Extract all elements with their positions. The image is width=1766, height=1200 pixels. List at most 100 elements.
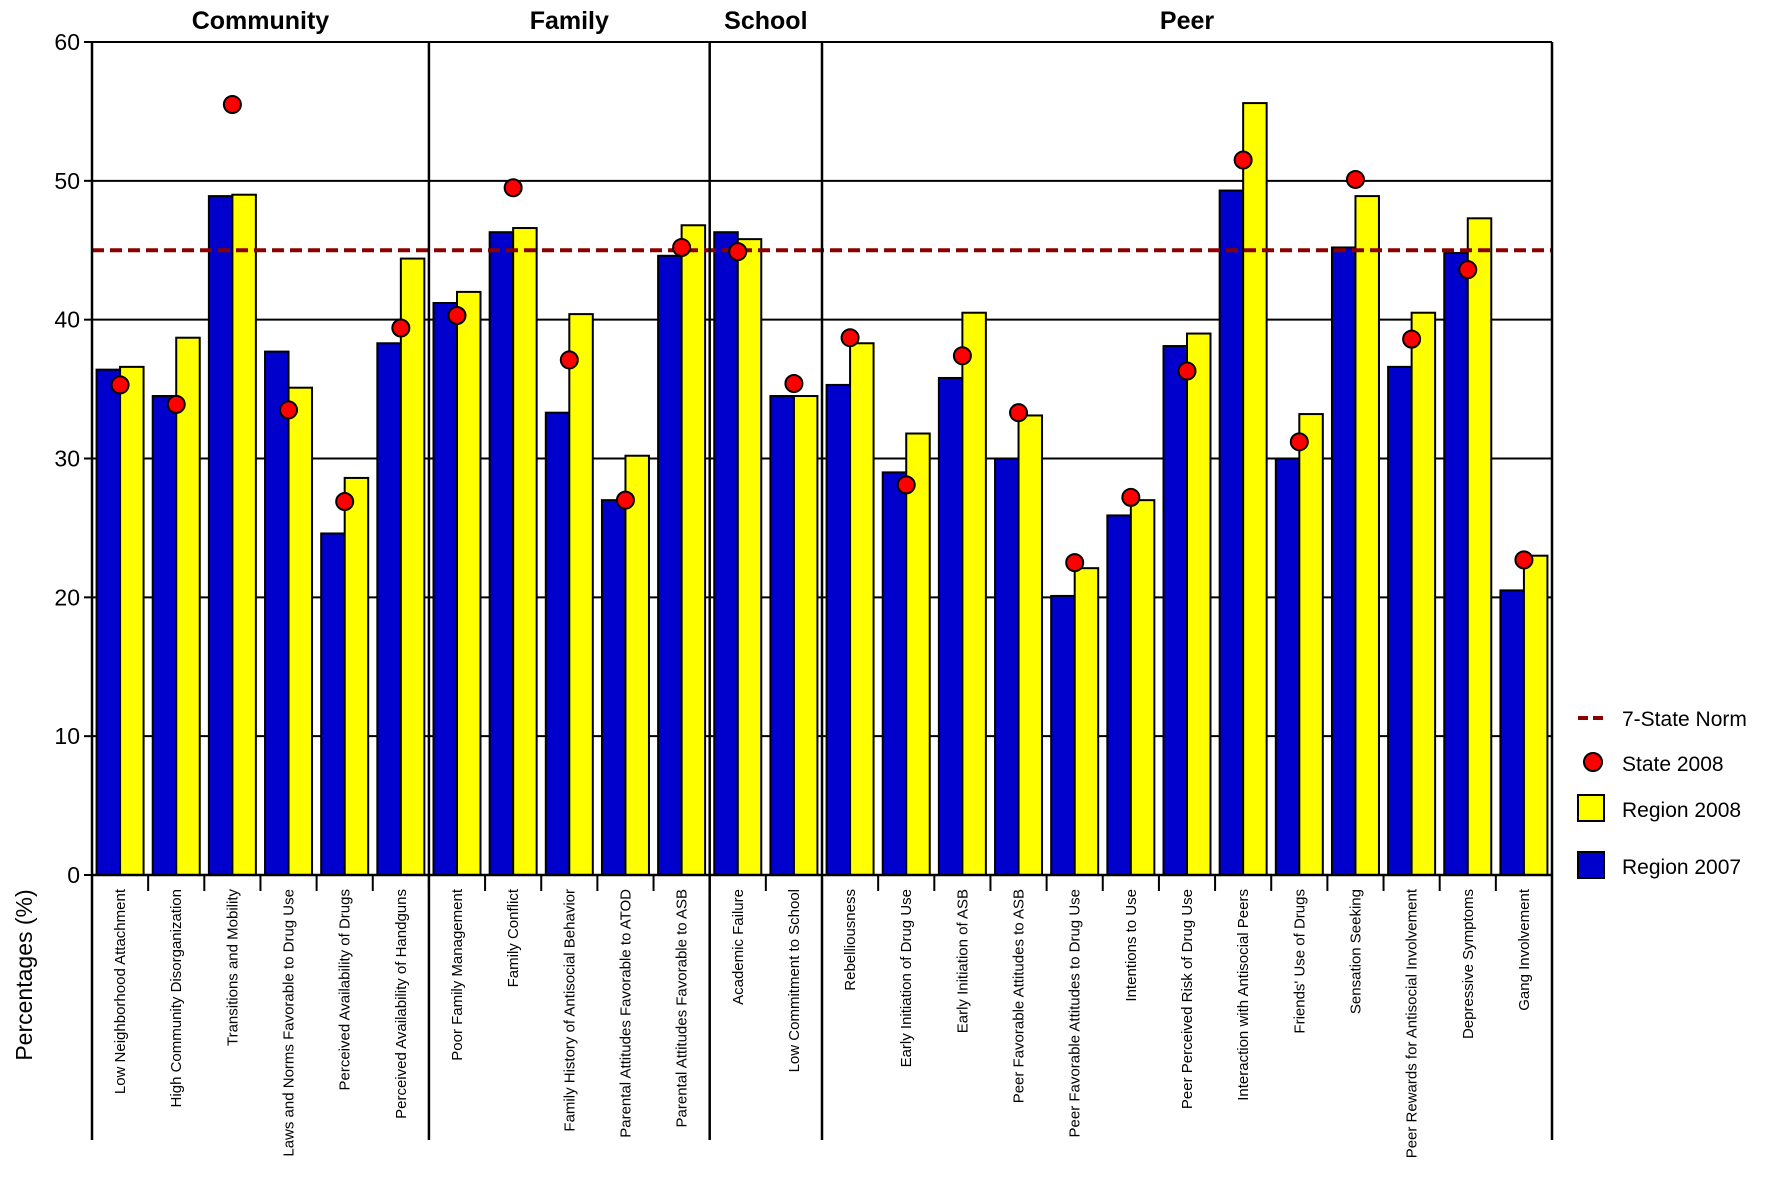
x-category-label: Gang Involvement: [1516, 888, 1533, 1011]
bar-region-2008: [849, 342, 875, 877]
y-axis-title: Percentages (%): [11, 889, 37, 1060]
bar-region-2008: [287, 386, 314, 876]
bar-region-2007: [657, 254, 683, 876]
bar-region-2008: [343, 476, 370, 876]
x-category-label: Intentions to Use: [1123, 889, 1140, 1002]
dot-state-2008: [1514, 550, 1534, 570]
x-category-label: Peer Perceived Risk of Drug Use: [1179, 889, 1196, 1109]
dot-state-2008: [447, 306, 467, 326]
bar-region-2007: [488, 231, 515, 876]
x-category-label: Laws and Norms Favorable to Drug Use: [281, 889, 298, 1157]
x-category-label: Early Initiation of ASB: [954, 889, 971, 1033]
group-label: Peer: [1160, 7, 1214, 35]
bar-region-2008: [568, 313, 594, 876]
bar-region-2007: [1330, 246, 1357, 876]
x-category-label: Early Initiation of Drug Use: [898, 889, 915, 1067]
bar-region-2008: [1129, 499, 1156, 876]
bar-region-2007: [320, 532, 346, 876]
x-category-label: Academic Failure: [730, 889, 747, 1005]
group-label: Family: [530, 7, 609, 35]
bar-region-2007: [713, 231, 739, 876]
dot-state-2008: [1233, 150, 1253, 170]
bar-region-2007: [544, 411, 571, 876]
bar-region-2007: [151, 395, 178, 876]
bar-region-2007: [376, 342, 402, 877]
dot-state-2008: [279, 400, 299, 420]
dot-state-2008: [672, 237, 692, 257]
bar-region-2008: [736, 238, 763, 877]
x-category-label: Low Neighborhood Attachment: [112, 888, 129, 1094]
dot-state-2008: [840, 328, 860, 348]
dot-state-2008: [728, 242, 748, 262]
dot-state-2008: [335, 492, 355, 512]
bar-region-2008: [961, 311, 987, 877]
bar-region-2007: [1274, 457, 1301, 876]
x-category-label: Family History of Antisocial Behavior: [561, 889, 578, 1132]
bar-region-2007: [95, 368, 122, 876]
bar-region-2007: [1162, 345, 1188, 877]
bar-region-2008: [624, 454, 650, 876]
bar-region-2008: [456, 290, 482, 876]
bar-region-2008: [792, 395, 819, 876]
bar-region-2008: [1242, 102, 1268, 876]
x-category-label: Parental Attitudes Favorable to ASB: [674, 889, 691, 1127]
bar-region-2008: [1466, 217, 1493, 876]
legend: 7-State Norm State 2008 Region 2008 Region …: [1577, 708, 1747, 879]
y-tick-label: 0: [67, 862, 80, 888]
x-category-label: Interaction with Antisocial Peers: [1235, 889, 1252, 1101]
bar-region-2007: [1218, 189, 1245, 876]
legend-state-2008-label: State 2008: [1622, 753, 1724, 776]
y-tick-label: 20: [54, 584, 80, 610]
bar-region-2008: [1298, 413, 1324, 876]
labels-layer: 0 10 20 30 40 50 60 Community Family School Peer Lo…: [54, 7, 1533, 1158]
legend-state-2008-swatch: [1583, 752, 1603, 772]
bar-region-2007: [881, 471, 908, 876]
legend-norm-label: 7-State Norm: [1622, 708, 1747, 731]
x-category-label: High Community Disorganization: [168, 889, 185, 1107]
bar-region-2008: [680, 224, 707, 876]
bar-region-2008: [175, 336, 201, 876]
x-category-label: Poor Family Management: [449, 888, 466, 1061]
dot-state-2008: [896, 475, 916, 495]
dot-state-2008: [222, 94, 242, 114]
dot-state-2008: [1289, 432, 1309, 452]
bar-region-2008: [231, 193, 257, 876]
dot-state-2008: [1121, 487, 1141, 507]
bar-region-2007: [937, 376, 964, 876]
bar-region-2007: [1443, 252, 1469, 876]
dot-state-2008: [559, 350, 579, 370]
bar-region-2008: [905, 432, 931, 876]
x-category-label: Peer Favorable Attitudes to ASB: [1011, 889, 1028, 1103]
x-category-label: Low Commitment to School: [786, 889, 803, 1072]
group-label: School: [724, 7, 807, 35]
y-tick-label: 30: [54, 446, 80, 472]
bar-region-2008: [1522, 554, 1549, 877]
x-category-label: Perceived Availability of Drugs: [337, 889, 354, 1091]
bar-region-2007: [207, 195, 234, 877]
y-tick-label: 50: [54, 168, 80, 194]
bar-region-2008: [512, 227, 538, 876]
bar-region-2008: [1410, 311, 1437, 877]
x-category-label: Sensation Seeking: [1347, 889, 1364, 1014]
dot-state-2008: [166, 394, 186, 414]
x-category-label: Parental Attitudes Favorable to ATOD: [617, 889, 634, 1138]
dot-state-2008: [1177, 361, 1197, 381]
legend-region-2007-label: Region 2007: [1622, 856, 1741, 879]
bar-region-2008: [1017, 414, 1044, 876]
legend-region-2008-label: Region 2008: [1622, 799, 1741, 822]
x-category-label: Depressive Symptoms: [1460, 889, 1477, 1039]
x-category-label: Perceived Availability of Handguns: [393, 889, 410, 1119]
y-tick-label: 10: [54, 723, 80, 749]
bar-region-2008: [119, 365, 145, 876]
bar-region-2007: [769, 395, 795, 876]
x-category-label: Friends' Use of Drugs: [1291, 889, 1308, 1034]
x-category-label: Transitions and Mobility: [224, 889, 241, 1047]
bar-region-2008: [1354, 195, 1380, 877]
bar-region-2007: [432, 302, 458, 876]
dot-state-2008: [615, 490, 635, 510]
dot-state-2008: [952, 346, 972, 366]
bar-region-2007: [264, 350, 290, 876]
bar-region-2008: [1186, 332, 1212, 876]
dot-state-2008: [784, 374, 804, 394]
